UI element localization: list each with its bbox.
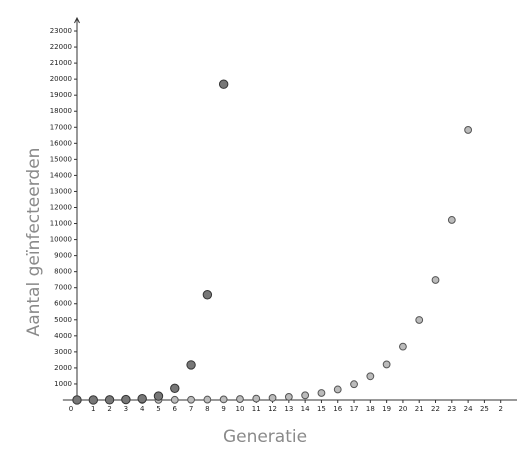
x-tick-label: 9 xyxy=(221,405,225,413)
x-tick-label: 0 xyxy=(69,405,73,413)
y-tick-label: 23000 xyxy=(50,27,72,35)
y-tick-label: 16000 xyxy=(50,139,72,147)
point xyxy=(431,276,440,284)
point xyxy=(170,383,180,394)
y-tick-label: 4000 xyxy=(54,332,72,340)
y-tick-label: 15000 xyxy=(50,155,72,163)
y-tick-label: 2000 xyxy=(54,364,72,372)
x-tick-label: 15 xyxy=(317,405,326,413)
y-axis-title: Aantal geïnfecteerden xyxy=(24,148,44,337)
point xyxy=(268,394,277,402)
point xyxy=(301,391,310,400)
x-tick-label: 2 xyxy=(107,405,111,413)
x-tick-label: 12 xyxy=(268,405,277,413)
point xyxy=(202,290,213,300)
point xyxy=(218,79,229,89)
point xyxy=(187,395,195,404)
y-tick-label: 18000 xyxy=(50,107,72,115)
x-tick-label: 13 xyxy=(284,405,293,413)
y-tick-label: 9000 xyxy=(54,252,72,260)
x-tick-label: 7 xyxy=(189,405,193,413)
y-tick-label: 6000 xyxy=(54,300,72,308)
y-tick-label: 12000 xyxy=(50,203,72,211)
y-tick-label: 11000 xyxy=(50,220,72,228)
y-tick-label: 17000 xyxy=(50,123,72,131)
point xyxy=(121,394,131,405)
y-tick-label: 20000 xyxy=(50,75,72,83)
point xyxy=(104,395,115,405)
y-axis-arrow xyxy=(74,16,80,24)
point xyxy=(219,395,228,404)
y-tick-label: 13000 xyxy=(50,187,72,195)
y-tick-label: 7000 xyxy=(54,284,72,292)
x-tick-label: 6 xyxy=(173,405,178,413)
point xyxy=(203,395,212,404)
point xyxy=(399,342,407,351)
point xyxy=(170,395,179,404)
x-tick-label: 5 xyxy=(156,405,160,413)
x-tick-label: 14 xyxy=(301,405,310,413)
x-tick-label: 24 xyxy=(464,405,473,413)
x-tick-label: 2 xyxy=(498,405,502,413)
y-tick-label: 5000 xyxy=(54,316,72,324)
point xyxy=(464,126,473,134)
point xyxy=(366,372,375,381)
x-tick-label: 11 xyxy=(252,405,261,413)
x-tick-label: 1 xyxy=(91,405,95,413)
point xyxy=(252,394,261,403)
x-tick-label: 17 xyxy=(350,405,359,413)
point xyxy=(382,360,391,369)
x-axis-title: Generatie xyxy=(223,427,307,447)
x-tick-label: 8 xyxy=(205,405,209,413)
y-tick-label: 22000 xyxy=(50,43,72,51)
y-tick-label: 1000 xyxy=(54,380,72,388)
point xyxy=(333,385,342,394)
point xyxy=(350,380,358,389)
x-tick-label: 21 xyxy=(415,405,424,413)
x-tick-label: 4 xyxy=(140,405,145,413)
point xyxy=(317,389,326,397)
x-tick-label: 20 xyxy=(398,405,407,413)
point xyxy=(415,316,424,324)
x-tick-label: 18 xyxy=(366,405,375,413)
x-tick-label: 23 xyxy=(447,405,456,413)
y-tick-label: 21000 xyxy=(50,59,72,67)
y-tick-label: 10000 xyxy=(50,236,72,244)
point xyxy=(186,360,196,370)
point xyxy=(447,216,456,224)
y-tick-label: 8000 xyxy=(54,268,72,276)
x-tick-label: 10 xyxy=(236,405,245,413)
point xyxy=(284,392,293,401)
y-tick-label: 19000 xyxy=(50,91,72,99)
y-tick-label: 3000 xyxy=(54,348,72,356)
point xyxy=(137,394,147,404)
x-tick-label: 16 xyxy=(333,405,342,413)
x-tick-label: 19 xyxy=(382,405,391,413)
point xyxy=(153,391,164,401)
x-tick-label: 22 xyxy=(431,405,440,413)
point xyxy=(72,395,82,405)
x-tick-label: 3 xyxy=(124,405,128,413)
point xyxy=(236,395,244,403)
y-tick-label: 14000 xyxy=(50,171,72,179)
point xyxy=(88,395,98,405)
x-tick-label: 25 xyxy=(480,405,489,413)
